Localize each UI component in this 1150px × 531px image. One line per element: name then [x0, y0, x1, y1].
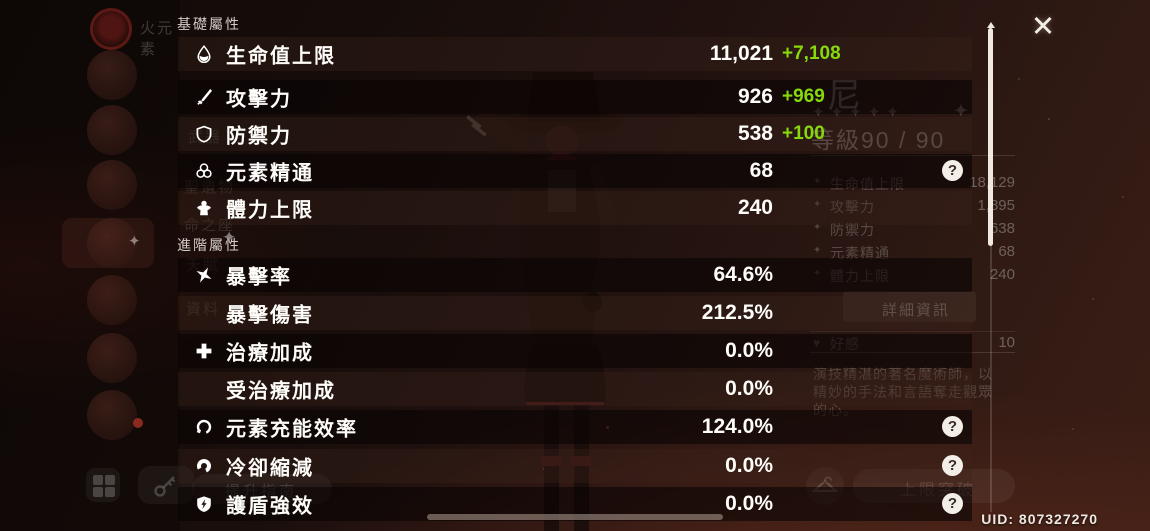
stat-label: 生命值上限	[226, 45, 336, 68]
stat-value: 124.0%	[701, 415, 773, 438]
stat-value: 926	[737, 85, 773, 108]
stat-label: 暴擊傷害	[226, 304, 314, 327]
menu-item-constellation: 命之座	[184, 217, 236, 234]
def-icon	[195, 125, 213, 143]
stat-row-stamina: 體力上限 240	[178, 191, 972, 225]
crit-rate-icon	[195, 266, 213, 284]
stat-row-hp: 生命值上限 11,021 +7,108	[178, 37, 972, 71]
help-icon[interactable]: ?	[942, 160, 963, 181]
sparkle-icon: ✦	[222, 228, 237, 247]
details-tab	[843, 291, 976, 322]
stat-row-crit-rate: 暴擊率 64.6%	[178, 258, 972, 292]
stat-label: 暴擊率	[226, 266, 292, 289]
bg-stat-row: ✦ 攻擊力 1,895	[813, 197, 1015, 215]
divider	[810, 331, 1015, 332]
stat-label: 受治療加成	[226, 380, 336, 403]
sparkle-icon: ✦	[128, 233, 141, 250]
stat-bonus: +7,108	[782, 43, 841, 64]
avatar	[87, 390, 137, 440]
stat-label: 護盾強效	[226, 495, 314, 518]
stat-value: 0.0%	[725, 377, 773, 400]
stat-value: 64.6%	[713, 263, 773, 286]
stat-value: 0.0%	[725, 454, 773, 477]
vertical-scrollbar-thumb[interactable]	[987, 22, 995, 246]
star-dot	[1072, 428, 1074, 430]
avatar	[87, 333, 137, 383]
star-dot	[1092, 298, 1094, 300]
stat-value: 0.0%	[725, 339, 773, 362]
stat-value: 0.0%	[725, 492, 773, 515]
bg-stat-row: ✦ 防禦力 638	[813, 220, 1015, 238]
stat-label: 元素精通	[226, 162, 314, 185]
stat-label: 攻擊力	[226, 88, 292, 111]
stat-row-shield-strength: 護盾強效 0.0% ?	[178, 487, 972, 521]
stat-label: 冷卻縮減	[226, 457, 314, 480]
cooldown-icon	[195, 457, 213, 475]
notification-badge	[133, 418, 143, 428]
stat-row-energy-recharge: 元素充能效率 124.0% ?	[178, 410, 972, 444]
avatar	[87, 218, 137, 268]
stat-value: 11,021	[709, 42, 773, 65]
energy-recharge-icon	[195, 418, 213, 436]
healing-icon	[195, 342, 213, 360]
stat-bonus: +969	[782, 86, 825, 107]
em-icon	[195, 162, 213, 180]
section-label-base: 基礎屬性	[177, 16, 241, 32]
stat-label: 體力上限	[226, 199, 314, 222]
help-icon[interactable]: ?	[942, 455, 963, 476]
star-dot	[1122, 196, 1124, 198]
atk-icon	[195, 88, 213, 106]
stat-row-incoming-healing: 受治療加成 0.0%	[178, 372, 972, 406]
menu-item-profile: 資料	[186, 301, 221, 318]
stat-value: 68	[749, 159, 773, 182]
shield-strength-icon	[195, 495, 213, 513]
stat-row-cooldown-reduction: 冷卻縮減 0.0% ?	[178, 449, 972, 483]
character-description: 演技精湛的著名魔術師，以	[813, 366, 993, 382]
bg-stat-row: ✦ 元素精通 68	[813, 243, 1015, 261]
help-icon[interactable]: ?	[942, 493, 963, 514]
stat-row-healing-bonus: 治療加成 0.0%	[178, 334, 972, 368]
stat-bullet-icon: ✦	[813, 245, 822, 256]
star-dot	[1018, 78, 1020, 80]
horizontal-scrollbar[interactable]	[427, 514, 723, 520]
avatar	[87, 105, 137, 155]
avatar	[87, 275, 137, 325]
stat-value: 212.5%	[701, 301, 773, 324]
uid-label: UID: 807327270	[981, 511, 1098, 527]
stat-label: 元素充能效率	[226, 418, 358, 441]
character-level: 等級90 / 90	[811, 127, 946, 153]
stat-row-crit-dmg: 暴擊傷害 212.5%	[178, 296, 972, 330]
stat-bullet-icon: ✦	[813, 222, 822, 233]
menu-item-weapon: 武器	[188, 129, 223, 146]
stamina-icon	[195, 199, 213, 217]
avatar	[87, 50, 137, 100]
element-label: 火元素	[140, 20, 175, 58]
help-icon[interactable]: ?	[942, 416, 963, 437]
avatar	[87, 160, 137, 210]
section-label-advanced: 進階屬性	[177, 237, 241, 253]
character-description: 精妙的手法和言語奪走觀眾	[813, 384, 993, 400]
close-icon[interactable]: ✕	[1030, 11, 1056, 43]
stat-row-elemental-mastery: 元素精通 68 ?	[178, 154, 972, 188]
stat-bonus: +100	[782, 123, 825, 144]
stat-label: 治療加成	[226, 342, 314, 365]
stat-value: 240	[737, 196, 773, 219]
pyro-element-icon	[90, 8, 132, 50]
details-tab-label: 詳細資訊	[882, 302, 951, 319]
stat-row-def: 防禦力 538 +100	[178, 117, 972, 151]
stat-row-atk: 攻擊力 926 +969	[178, 80, 972, 114]
hp-icon	[195, 45, 213, 64]
stat-label: 防禦力	[226, 125, 292, 148]
stat-value: 538	[737, 122, 773, 145]
party-grid-icon	[86, 468, 120, 502]
vertical-scrollbar-track[interactable]	[990, 28, 992, 512]
stat-bullet-icon: ✦	[813, 199, 822, 210]
star-dot	[1048, 118, 1050, 120]
